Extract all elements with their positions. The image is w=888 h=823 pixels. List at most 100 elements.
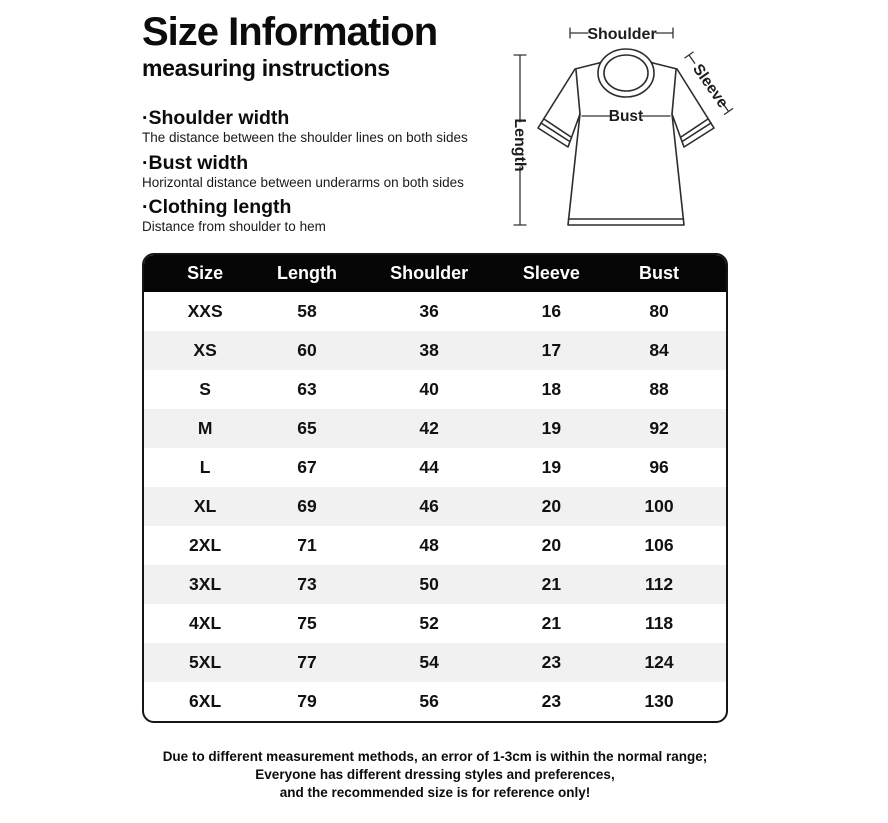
definition-item: ·Clothing length Distance from shoulder … [142,197,502,236]
table-row: 2XL 71 48 20 106 [144,526,726,565]
definition-term: ·Shoulder width [142,107,290,129]
table-cell: 106 [644,535,674,555]
table-cell: 5XL [189,652,222,672]
table-cell: 40 [419,379,439,399]
cuff-lines [540,118,712,142]
table-cell: 46 [419,496,439,516]
table-cell: 67 [297,457,317,477]
table-cell: M [197,418,213,438]
table-cell: 92 [649,418,669,438]
table-cell: 65 [297,418,317,438]
definition-description: The distance between the shoulder lines … [142,129,468,145]
tshirt-graphic: Shoulder Length Bust Sleeve [511,26,734,226]
table-cell: 88 [649,379,669,399]
table-cell: 6XL [189,691,222,711]
table-cell: 56 [419,691,439,711]
table-cell: 54 [419,652,439,672]
intro-section: Size Information measuring instructions … [142,10,502,242]
measure-lines [513,27,734,226]
table-cell: 19 [541,418,562,438]
footer-line: and the recommended size is for referenc… [279,785,591,800]
table-cell: 73 [297,574,317,594]
table-cell: 130 [644,691,674,711]
column-header: Sleeve [510,255,593,292]
table-cell: 58 [297,301,317,321]
column-header: Length [266,255,348,292]
table-cell: 36 [419,301,439,321]
table-cell: 38 [419,340,439,360]
table-row: XL 69 46 20 100 [144,487,726,526]
table-row: XS 60 38 17 84 [144,331,726,370]
table-cell: 18 [541,379,562,399]
definition-description: Horizontal distance between underarms on… [142,174,464,190]
table-cell: 23 [541,652,562,672]
table-row: L 67 44 19 96 [144,448,726,487]
definition-term: ·Clothing length [142,196,292,219]
table-cell: 20 [541,496,562,516]
table-row: 3XL 73 50 21 112 [144,565,726,604]
table-cell: XL [193,496,217,516]
sleeve-measure-line [684,51,734,116]
table-cell: L [199,457,211,477]
shoulder-measure-line [569,27,674,39]
table-row: 5XL 77 54 23 124 [144,643,726,682]
page-title: Size Information [142,10,438,54]
table-cell: XXS [187,301,223,321]
table-row: S 63 40 18 88 [144,370,726,409]
table-cell: 19 [541,457,562,477]
table-row: XXS 58 36 16 80 [144,292,726,331]
table-cell: 71 [297,535,317,555]
bust-label: Bust [609,108,643,125]
footer-line: Everyone has different dressing styles a… [255,767,615,782]
size-table: Size Length Shoulder Sleeve Bust XXS 58 36 16 80… [142,253,728,723]
column-header: Size [144,255,267,292]
table-cell: 44 [419,457,439,477]
table-cell: 21 [541,574,562,594]
shoulder-seams [575,69,677,115]
collar-inner [603,54,649,92]
tshirt-outline [537,48,715,226]
page-subtitle: measuring instructions [142,55,390,81]
length-measure-line [513,54,527,226]
table-cell: 20 [541,535,562,555]
table-header-row: Size Length Shoulder Sleeve Bust [144,255,726,292]
column-header: Bust [592,255,726,292]
table-cell: 124 [644,652,674,672]
table-cell: 69 [297,496,317,516]
table-cell: 3XL [189,574,222,594]
table-cell: 23 [541,691,562,711]
tshirt-diagram: Shoulder Length Bust Sleeve [498,6,760,244]
table-row: M 65 42 19 92 [144,409,726,448]
table-cell: 4XL [189,613,222,633]
table-cell: 50 [419,574,439,594]
shoulder-label: Shoulder [587,26,656,43]
table-cell: 48 [419,535,439,555]
table-cell: 17 [541,340,562,360]
table-cell: 42 [419,418,439,438]
footer-line: Due to different measurement methods, an… [162,749,708,764]
column-header: Shoulder [347,255,511,292]
footer-note: Due to different measurement methods, an… [142,748,728,802]
size-table-body: XXS 58 36 16 80 XS 60 38 17 84 S 63 40 18 88 M 65 42 19 92 L… [144,292,726,721]
table-row: 6XL 79 56 23 130 [144,682,726,721]
table-cell: 60 [297,340,317,360]
definition-item: ·Bust width Horizontal distance between … [142,152,502,192]
table-cell: 75 [297,613,317,633]
table-cell: 52 [419,613,439,633]
definition-description: Distance from shoulder to hem [142,219,326,235]
table-cell: S [199,379,211,399]
table-cell: 84 [649,340,669,360]
length-label: Length [511,118,528,171]
table-cell: XS [193,340,217,360]
table-cell: 118 [644,613,674,633]
table-cell: 80 [649,301,669,321]
table-cell: 96 [649,457,669,477]
table-cell: 16 [541,301,562,321]
table-row: 4XL 75 52 21 118 [144,604,726,643]
definitions-list: ·Shoulder width The distance between the… [142,107,502,236]
table-cell: 79 [297,691,317,711]
table-cell: 112 [644,574,674,594]
size-table-header: Size Length Shoulder Sleeve Bust [144,255,726,292]
table-cell: 21 [541,613,562,633]
table-cell: 63 [297,379,317,399]
